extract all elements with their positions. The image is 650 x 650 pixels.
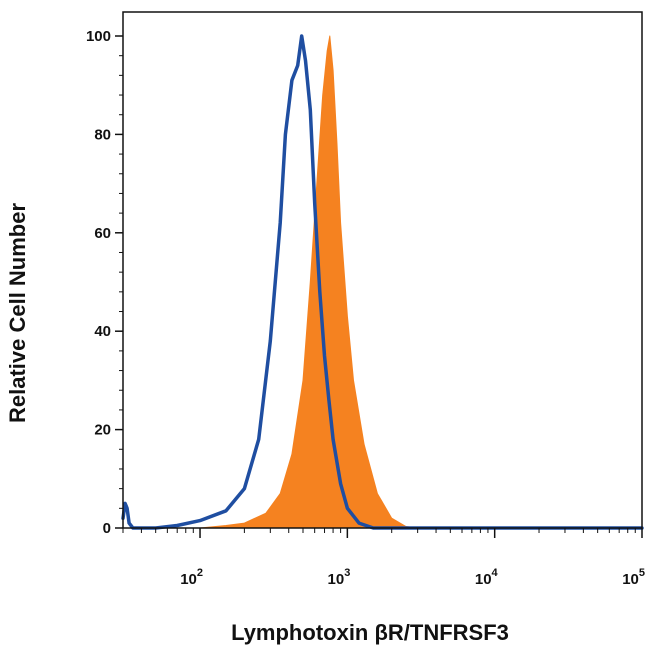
y-tick-label: 0 xyxy=(103,520,111,537)
y-tick-label: 80 xyxy=(94,126,111,143)
outline-histogram-series xyxy=(121,34,644,530)
y-tick-label: 100 xyxy=(86,28,111,45)
y-axis-title: Relative Cell Number xyxy=(5,203,30,424)
y-tick-label: 60 xyxy=(94,225,111,242)
y-tick-label: 40 xyxy=(94,323,111,340)
filled-histogram-series xyxy=(122,35,643,529)
x-axis-title: Lymphotoxin βR/TNFRSF3 xyxy=(231,620,509,645)
x-tick-label: 103 xyxy=(328,567,351,588)
plot-frame xyxy=(122,11,643,529)
x-tick-label: 102 xyxy=(180,567,203,588)
series-layer xyxy=(121,34,644,530)
y-tick-label: 20 xyxy=(94,422,111,439)
ticks-layer: 0 20 40 60 80 100 102 103 104 105 xyxy=(86,28,645,588)
x-tick-label: 105 xyxy=(622,567,645,588)
x-tick-label: 104 xyxy=(475,567,499,588)
